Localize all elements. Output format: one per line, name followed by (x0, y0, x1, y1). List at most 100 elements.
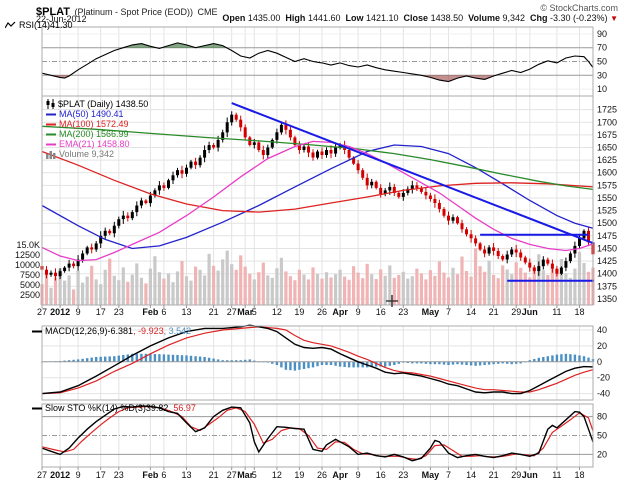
svg-text:16: 16 (376, 470, 386, 480)
legend-item: MA(200) 1566.99 (46, 129, 148, 139)
svg-text:2500: 2500 (20, 290, 40, 300)
line-icon (46, 143, 56, 145)
line-icon (32, 330, 42, 332)
quote-value: 1438.50 (430, 13, 464, 23)
macd-legend: MACD(12,26,9) -6.381, -9.923, 3.542 (32, 326, 191, 336)
chart-date: 22-Jun-2012 (36, 14, 87, 24)
quote-value: 9,342 (502, 13, 526, 23)
svg-text:29: 29 (511, 307, 521, 317)
legend-item: MA(100) 1572.49 (46, 119, 148, 129)
svg-text:Jun: Jun (522, 307, 538, 317)
legend-item: RSI(14) 41.30 (4, 20, 73, 30)
svg-text:27: 27 (227, 307, 237, 317)
svg-text:26: 26 (317, 470, 327, 480)
svg-text:Jun: Jun (522, 470, 538, 480)
svg-text:29: 29 (511, 470, 521, 480)
legend-item: MACD(12,26,9) -6.381, -9.923, 3.542 (32, 326, 191, 336)
svg-text:90: 90 (597, 29, 607, 39)
macd-panel (40, 324, 595, 395)
svg-text:50: 50 (597, 431, 607, 441)
legend-item: EMA(21) 1458.80 (46, 139, 148, 149)
quote-value: 1435.00 (247, 13, 281, 23)
svg-text:20: 20 (597, 449, 607, 459)
svg-text:9: 9 (76, 470, 81, 480)
svg-text:21: 21 (489, 470, 499, 480)
line-icon (46, 123, 56, 125)
bars-icon (46, 150, 56, 159)
axis-labels: 1725170016751650162516001575155015251500… (15, 29, 617, 459)
legend-item: Volume 9,342 (46, 149, 148, 159)
moving-averages-layer (41, 125, 594, 262)
svg-text:-40: -40 (597, 389, 610, 399)
exchange-label: CME (197, 7, 218, 17)
svg-text:9: 9 (356, 470, 361, 480)
quote-label: Volume (468, 13, 500, 23)
svg-text:1475: 1475 (597, 231, 617, 241)
quote-value: 1441.60 (307, 13, 341, 23)
svg-text:5: 5 (252, 307, 257, 317)
sto-panel (41, 405, 594, 462)
svg-text:13: 13 (181, 307, 191, 317)
vertical-grid (59, 27, 580, 467)
svg-text:7500: 7500 (20, 270, 40, 280)
svg-text:1425: 1425 (597, 256, 617, 266)
svg-text:50: 50 (597, 57, 607, 67)
svg-text:11: 11 (552, 307, 561, 317)
svg-text:7: 7 (446, 307, 451, 317)
svg-text:20: 20 (597, 341, 607, 351)
svg-text:Feb: Feb (142, 307, 159, 317)
quote-label: Low (345, 13, 364, 23)
svg-text:1625: 1625 (597, 155, 617, 165)
svg-text:Apr: Apr (332, 470, 348, 480)
svg-text:12: 12 (272, 307, 282, 317)
svg-text:May: May (422, 470, 440, 480)
change-down-arrow-icon[interactable]: ▼ (610, 14, 618, 23)
svg-text:13: 13 (181, 470, 191, 480)
svg-text:17: 17 (96, 307, 106, 317)
svg-text:16: 16 (376, 307, 386, 317)
svg-text:2012: 2012 (50, 470, 70, 480)
svg-text:Feb: Feb (142, 470, 159, 480)
svg-text:23: 23 (398, 307, 408, 317)
symbol-label: $PLAT (36, 6, 71, 18)
svg-text:23: 23 (114, 307, 124, 317)
svg-text:-20: -20 (597, 373, 610, 383)
svg-text:21: 21 (489, 307, 499, 317)
svg-text:5: 5 (252, 470, 257, 480)
svg-text:1450: 1450 (597, 244, 617, 254)
quote-label: Chg (530, 13, 548, 23)
candlestick-icon (46, 99, 55, 109)
svg-text:14: 14 (466, 307, 476, 317)
line-icon (32, 407, 42, 409)
svg-text:40: 40 (597, 325, 607, 335)
svg-text:1525: 1525 (597, 206, 617, 216)
trendlines-layer (231, 102, 595, 282)
svg-text:1400: 1400 (597, 269, 617, 279)
svg-text:18: 18 (574, 307, 584, 317)
svg-text:80: 80 (597, 412, 607, 422)
svg-text:23: 23 (398, 470, 408, 480)
svg-text:6: 6 (161, 307, 166, 317)
svg-text:0: 0 (597, 357, 602, 367)
svg-text:1650: 1650 (597, 143, 617, 153)
svg-text:21: 21 (209, 470, 219, 480)
svg-text:1350: 1350 (597, 294, 617, 304)
copyright-label: © StockCharts.com (540, 3, 618, 13)
svg-text:21: 21 (209, 307, 219, 317)
panel-borders (41, 26, 594, 468)
svg-text:15.0K: 15.0K (16, 240, 40, 250)
svg-text:Mar: Mar (237, 470, 254, 480)
rsi-panel (41, 33, 594, 90)
legend-item: Slow STO %K(14) %D(3) 39.82, 56.97 (32, 403, 196, 413)
rsi-legend: RSI(14) 41.30 (4, 20, 73, 30)
svg-text:12500: 12500 (15, 250, 40, 260)
svg-text:1725: 1725 (597, 105, 617, 115)
line-icon (46, 113, 56, 115)
svg-text:10: 10 (597, 84, 607, 94)
line-icon (46, 133, 56, 135)
svg-text:30: 30 (597, 70, 607, 80)
sto-legend: Slow STO %K(14) %D(3) 39.82, 56.97 (32, 403, 196, 413)
svg-text:6: 6 (161, 470, 166, 480)
